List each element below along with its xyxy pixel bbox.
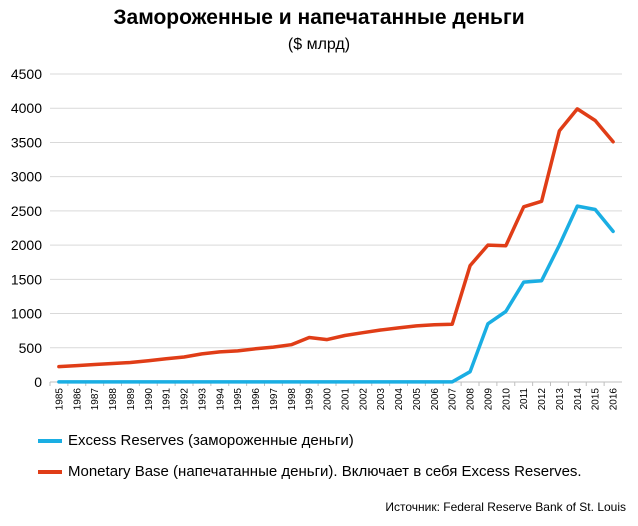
x-tick-label: 1991 [162, 388, 173, 411]
x-tick-label: 1998 [287, 388, 298, 411]
x-tick-label: 1990 [144, 388, 155, 411]
x-tick-label: 1996 [251, 388, 262, 411]
x-tick-label: 2013 [555, 388, 566, 411]
series-line-0 [57, 204, 615, 384]
x-tick-label: 2006 [430, 388, 441, 411]
x-tick-label: 1986 [72, 388, 83, 411]
x-tick-label: 2002 [358, 388, 369, 411]
x-tick-label: 1988 [108, 388, 119, 411]
y-tick-label: 1000 [11, 306, 42, 322]
x-tick-label: 1985 [54, 388, 65, 411]
y-tick-label: 3500 [11, 134, 42, 150]
x-tick-label: 1999 [305, 388, 316, 411]
x-tick-label: 1989 [126, 388, 137, 411]
y-tick-label: 2500 [11, 203, 42, 219]
y-tick-label: 4000 [11, 100, 42, 116]
x-tick-label: 1997 [269, 388, 280, 411]
x-tick-label: 1993 [197, 388, 208, 411]
line-chart: 0 500 1000 1500 2000 2500 3000 3500 4000 4500 1985… [11, 66, 622, 411]
x-tick-label: 2005 [412, 388, 423, 411]
x-tick-label: 2004 [394, 388, 405, 411]
x-tick-label: 2008 [466, 388, 477, 411]
chart-subtitle: ($ млрд) [287, 36, 351, 53]
x-tick-label: 2016 [609, 388, 620, 411]
x-tick-label: 2001 [340, 388, 351, 411]
x-tick-label: 2012 [537, 388, 548, 411]
x-tick-label: 2014 [573, 388, 584, 411]
x-tick-label: 1994 [215, 388, 226, 411]
source-note: Источник: Federal Reserve Bank of St. Lo… [385, 500, 626, 514]
legend-swatch-red [38, 469, 62, 474]
legend-label-monetary-base: Monetary Base (напечатанные деньги). Вкл… [68, 463, 582, 480]
series-line-1 [57, 107, 615, 369]
y-tick-label: 4500 [11, 66, 42, 82]
y-tick-label: 1500 [11, 271, 42, 287]
chart-title: Замороженные и напечатанные деньги [113, 6, 525, 29]
y-tick-label: 500 [19, 340, 43, 356]
x-tick-label: 2000 [323, 388, 334, 411]
legend-swatch-blue [38, 438, 62, 443]
y-tick-label: 2000 [11, 237, 42, 253]
y-tick-label: 3000 [11, 169, 42, 185]
x-tick-label: 1992 [180, 388, 191, 411]
x-tick-label: 2007 [448, 388, 459, 411]
x-tick-label: 1987 [90, 388, 101, 411]
legend-label-excess-reserves: Excess Reserves (замороженные деньги) [68, 432, 354, 449]
x-tick-label: 2015 [591, 388, 602, 411]
x-tick-label: 2009 [483, 388, 494, 411]
x-tick-label: 2010 [501, 388, 512, 411]
legend-item-monetary-base: Monetary Base (напечатанные деньги). Вкл… [38, 463, 582, 480]
x-tick-label: 2003 [376, 388, 387, 411]
y-tick-label: 0 [34, 374, 42, 390]
x-tick-label: 2011 [519, 388, 530, 410]
legend-item-excess-reserves: Excess Reserves (замороженные деньги) [38, 432, 354, 449]
x-tick-label: 1995 [233, 388, 244, 411]
